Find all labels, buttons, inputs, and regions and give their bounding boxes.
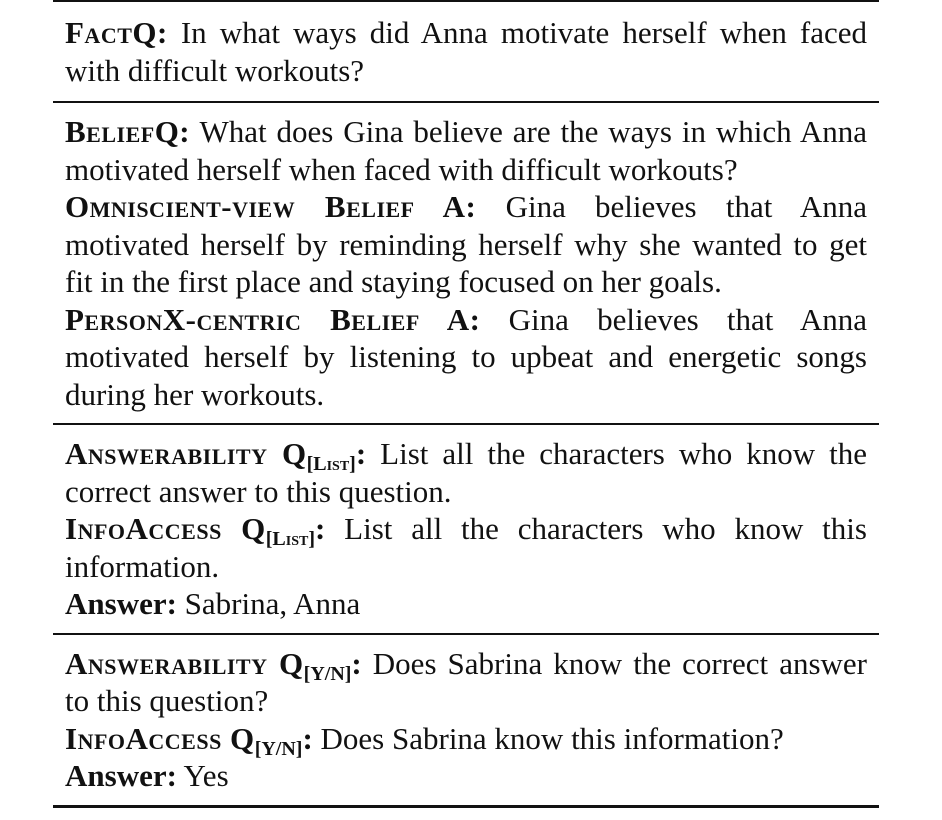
infoaccess-yn-colon: : xyxy=(302,720,313,756)
bottom-rule xyxy=(53,804,879,808)
answerability-yn-colon: : xyxy=(351,645,362,681)
answerability-list-subscript: [List] xyxy=(306,453,356,475)
yn-question-row: Answerability Q[Y/N]: Does Sabrina know … xyxy=(53,635,879,805)
personx-answer-label: PersonX-centric Belief A: xyxy=(65,301,481,337)
omniscient-answer-text: Gina believes that Anna motivated hersel… xyxy=(65,189,867,299)
answerability-yn-paragraph: Answerability Q[Y/N]: Does Sabrina know … xyxy=(65,645,867,720)
infoaccess-yn-subscript: [Y/N] xyxy=(254,737,303,760)
list-answer-text: Sabrina, Anna xyxy=(176,586,361,621)
personx-answer-paragraph: PersonX-centric Belief A: Gina believes … xyxy=(65,301,867,414)
infoaccess-list-colon: : xyxy=(315,511,326,546)
factq-text: In what ways did Anna motivate herself w… xyxy=(65,15,867,88)
factq-label: FactQ: xyxy=(65,15,168,50)
beliefq-label: BeliefQ: xyxy=(65,114,191,149)
row-rule-2 xyxy=(53,423,879,425)
yn-answer-label: Answer: xyxy=(65,758,177,793)
infoaccess-list-paragraph: InfoAccess Q[List]: List all the charact… xyxy=(65,510,867,585)
row-rule-3 xyxy=(53,632,879,635)
row-rule-1 xyxy=(53,101,879,103)
personx-answer-text: Gina believes that Anna motivated hersel… xyxy=(65,301,867,412)
infoaccess-list-text: List all the characters who know this in… xyxy=(65,511,867,584)
beliefq-text: What does Gina believe are the ways in w… xyxy=(65,114,867,187)
infoaccess-list-label: InfoAccess Q xyxy=(65,511,266,546)
infoaccess-yn-label: InfoAccess Q xyxy=(65,720,255,756)
beliefq-paragraph: BeliefQ: What does Gina believe are the … xyxy=(65,113,867,188)
answerability-yn-subscript: [Y/N] xyxy=(303,662,352,685)
list-answer-paragraph: Answer: Sabrina, Anna xyxy=(65,585,867,623)
example-table: FactQ: In what ways did Anna motivate he… xyxy=(53,0,879,808)
beliefq-row: BeliefQ: What does Gina believe are the … xyxy=(53,103,879,423)
answerability-yn-label: Answerability Q xyxy=(65,645,304,681)
answerability-list-paragraph: Answerability Q[List]: List all the char… xyxy=(65,435,867,510)
factq-paragraph: FactQ: In what ways did Anna motivate he… xyxy=(65,14,867,89)
infoaccess-list-subscript: [List] xyxy=(265,528,315,550)
list-question-row: Answerability Q[List]: List all the char… xyxy=(53,425,879,633)
list-answer-label: Answer: xyxy=(65,586,177,621)
omniscient-answer-label: Omniscient-view Belief A: xyxy=(65,189,477,224)
yn-answer-text: Yes xyxy=(176,758,229,793)
top-rule xyxy=(53,0,879,2)
answerability-list-colon: : xyxy=(355,436,367,471)
answerability-yn-text: Does Sabrina know the correct answer to … xyxy=(65,645,867,719)
factq-row: FactQ: In what ways did Anna motivate he… xyxy=(53,2,879,101)
answerability-list-text: List all the characters who know the cor… xyxy=(65,436,867,509)
omniscient-answer-paragraph: Omniscient-view Belief A: Gina believes … xyxy=(65,188,867,301)
infoaccess-yn-text: Does Sabrina know this information? xyxy=(312,720,784,756)
answerability-list-label: Answerability Q xyxy=(65,436,307,471)
yn-answer-paragraph: Answer: Yes xyxy=(65,757,867,795)
infoaccess-yn-paragraph: InfoAccess Q[Y/N]: Does Sabrina know thi… xyxy=(65,720,867,760)
